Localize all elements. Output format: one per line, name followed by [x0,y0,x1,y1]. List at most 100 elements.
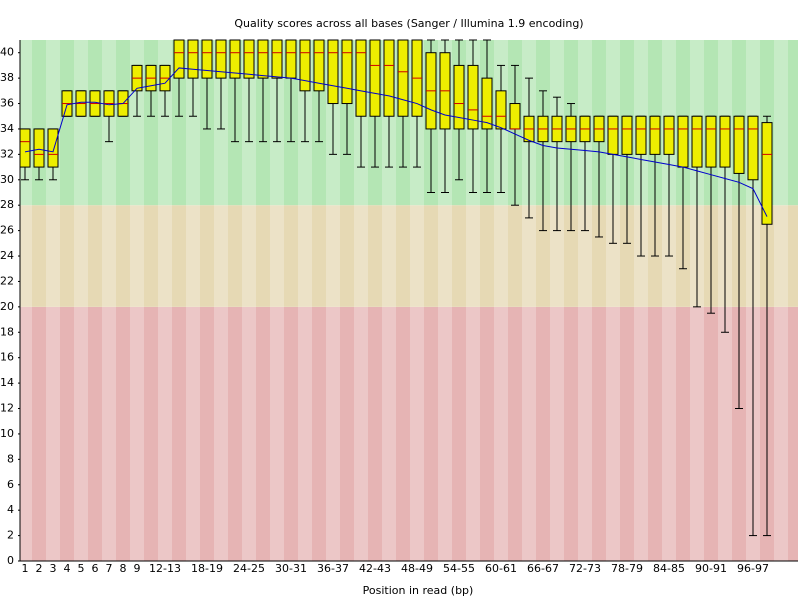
y-tick-label: 30 [0,173,14,186]
x-tick-label: 84-85 [653,562,685,575]
x-tick-label: 36-37 [317,562,349,575]
box-group [551,96,563,232]
box [453,64,465,130]
box-group [369,39,381,168]
chart-title: Quality scores across all bases (Sanger … [234,17,583,30]
box-group [75,90,87,117]
y-tick-label: 26 [0,224,14,237]
box-group [397,39,409,168]
x-tick-label: 6 [92,562,99,575]
box-group [691,115,703,308]
quality-zone [20,306,798,561]
y-tick-label: 14 [0,376,14,389]
column-stripe [606,40,620,561]
box-group [355,39,367,168]
box [19,128,31,168]
box-group [201,39,213,130]
box [397,39,409,117]
box-group [425,39,437,193]
y-tick-label: 40 [0,46,14,59]
x-tick-label: 72-73 [569,562,601,575]
column-stripe [46,40,60,561]
x-tick-label: 18-19 [191,562,223,575]
box [733,115,745,174]
box-group [649,115,661,257]
box [215,39,227,79]
y-tick-label: 36 [0,97,14,110]
box [481,77,493,130]
box [47,128,59,168]
column-stripe [410,40,424,561]
box-group [495,64,507,193]
x-tick-label: 7 [106,562,113,575]
box [313,39,325,92]
box-group [537,90,549,232]
x-tick-label: 8 [120,562,127,575]
box [705,115,717,168]
box-group [677,115,689,270]
y-tick-label: 20 [0,300,14,313]
box [187,39,199,79]
box-group [229,39,241,143]
box-group [271,39,283,143]
column-stripe [270,40,284,561]
box [621,115,633,155]
box-group [47,128,59,181]
y-tick-label: 32 [0,147,14,160]
y-tick-label: 10 [0,427,14,440]
box [341,39,353,105]
box-group [705,115,717,314]
box-group [481,39,493,193]
y-tick-label: 22 [0,274,14,287]
box-group [33,128,45,181]
x-tick-label: 96-97 [737,562,769,575]
box [747,115,759,181]
box-group [467,39,479,193]
box [201,39,213,79]
box-group [257,39,269,143]
column-stripe [634,40,648,561]
column-stripe [74,40,88,561]
box-group [61,90,73,117]
box-group [145,64,157,117]
y-tick-label: 18 [0,325,14,338]
box [635,115,647,155]
box-group [187,39,199,117]
x-tick-label: 60-61 [485,562,517,575]
box-group [635,115,647,257]
box [369,39,381,117]
box-group [299,39,311,143]
y-tick-label: 0 [7,554,14,567]
box-group [243,39,255,143]
box [495,90,507,130]
box [243,39,255,79]
y-tick-label: 6 [7,478,14,491]
box [271,39,283,79]
box [285,39,297,79]
column-stripe [466,40,480,561]
x-tick-label: 24-25 [233,562,265,575]
x-axis-label: Position in read (bp) [363,584,474,597]
box [33,128,45,168]
box-group [565,103,577,232]
box [649,115,661,155]
column-stripe [214,40,228,561]
box [607,115,619,155]
box-group [453,39,465,181]
box-group [313,39,325,143]
y-tick-label: 28 [0,198,14,211]
x-tick-label: 9 [134,562,141,575]
box-group [341,39,353,155]
box-group [747,115,759,537]
y-tick-label: 2 [7,529,14,542]
column-stripe [550,40,564,561]
box [509,103,521,130]
box [327,39,339,105]
box-group [89,90,101,117]
y-tick-label: 12 [0,402,14,415]
y-tick-label: 34 [0,122,14,135]
x-tick-label: 48-49 [401,562,433,575]
column-stripe [494,40,508,561]
box [761,122,773,225]
